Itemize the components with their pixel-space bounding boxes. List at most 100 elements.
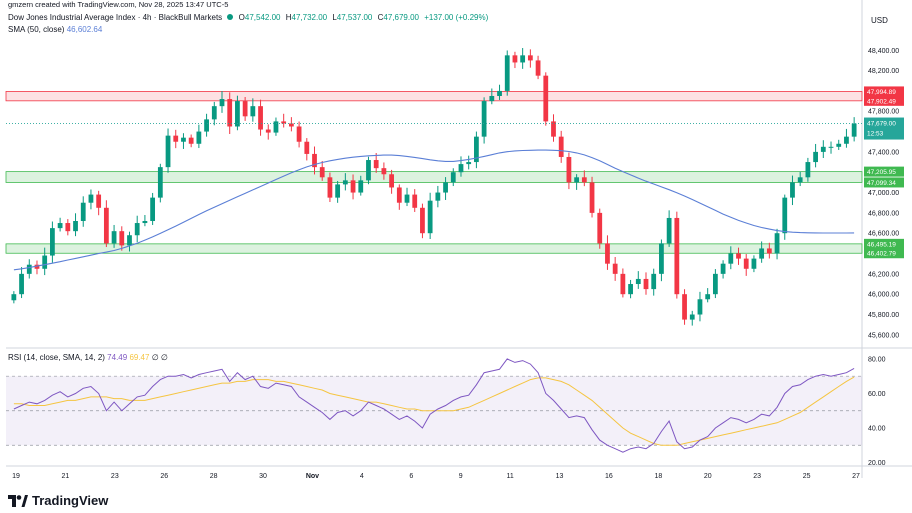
candle-body-79	[620, 273, 626, 295]
x-tick-label-7: 4	[360, 473, 364, 480]
zone-1	[5, 171, 863, 183]
candle-body-17	[142, 221, 148, 224]
candle-body-100	[782, 197, 788, 234]
zone-bottom-label-0: 47,902.49	[867, 98, 896, 105]
candle-body-64	[504, 55, 510, 91]
candle-body-4	[42, 255, 48, 269]
y-tick-label-13: 45,800.00	[868, 312, 899, 319]
candle-body-25	[204, 119, 209, 132]
x-tick-label-13: 18	[654, 473, 662, 480]
candle-body-15	[127, 235, 132, 246]
candle-body-106	[828, 146, 834, 148]
candle-body-50	[396, 187, 402, 203]
candle-body-37	[296, 126, 302, 142]
candle-body-94	[736, 253, 741, 259]
candle-body-38	[304, 141, 310, 154]
candle-body-74	[581, 177, 587, 183]
top-caption: gmzern created with TradingView.com, Nov…	[8, 0, 229, 9]
x-tick-label-0: 19	[12, 473, 20, 480]
close-label: C	[377, 13, 384, 22]
candle-body-35	[281, 121, 287, 124]
candle-body-109	[851, 123, 857, 137]
x-tick-label-8: 6	[409, 473, 413, 480]
candle-body-104	[813, 151, 818, 163]
x-tick-label-15: 23	[753, 473, 761, 480]
candle-body-46	[366, 160, 371, 181]
rsi-extra-2: ∅	[160, 353, 168, 362]
candle-body-21	[173, 135, 179, 142]
candle-body-90	[705, 294, 711, 300]
candle-body-85	[666, 217, 672, 244]
candle-body-102	[797, 177, 803, 183]
candle-body-52	[412, 194, 418, 208]
candle-body-14	[119, 231, 125, 246]
candle-body-72	[566, 156, 572, 183]
sma-line	[13, 149, 855, 271]
candle-body-44	[350, 180, 356, 193]
rsi-tick-label-0: 80.00	[868, 356, 886, 363]
candle-body-65	[512, 55, 518, 63]
candle-body-77	[605, 243, 610, 264]
x-tick-label-12: 16	[605, 473, 613, 480]
currency-label[interactable]: USD	[871, 16, 888, 25]
y-tick-label-1: 48,200.00	[868, 68, 899, 75]
candle-body-55	[435, 192, 441, 201]
candle-body-51	[404, 194, 410, 203]
tradingview-logo[interactable]: TradingView	[8, 493, 108, 508]
last-price-label: 47,679.00	[867, 121, 896, 128]
candle-body-66	[520, 55, 526, 63]
y-tick-label-9: 46,600.00	[868, 231, 899, 238]
x-tick-label-2: 23	[111, 473, 119, 480]
candle-body-42	[335, 184, 341, 198]
rsi-ma-line	[13, 376, 855, 446]
candle-body-68	[535, 60, 541, 76]
candle-body-63	[497, 90, 502, 96]
candle-body-88	[689, 314, 695, 320]
candle-body-70	[551, 121, 556, 137]
rsi-tick-label-3: 20.00	[868, 460, 886, 467]
candle-body-16	[134, 223, 140, 236]
candle-body-101	[790, 182, 795, 198]
instrument-legend[interactable]: Dow Jones Industrial Average Index · 4h …	[8, 13, 491, 22]
last-price-countdown: 12:53	[867, 131, 884, 138]
candle-body-91	[712, 273, 718, 295]
candle-body-76	[597, 212, 603, 244]
candle-body-19	[157, 167, 163, 198]
y-tick-label-7: 47,000.00	[868, 190, 899, 197]
x-tick-label-1: 21	[62, 473, 70, 480]
candle-body-67	[527, 55, 533, 61]
candle-body-29	[235, 101, 240, 127]
candle-body-83	[651, 273, 657, 290]
candle-body-86	[674, 217, 680, 295]
y-tick-label-12: 46,000.00	[868, 292, 899, 299]
candle-body-61	[481, 101, 487, 137]
rsi-tick-label-2: 40.00	[868, 426, 886, 433]
sma-value: 46,602.64	[66, 25, 103, 34]
instrument-title[interactable]: Dow Jones Industrial Average Index · 4h …	[8, 13, 223, 22]
zone-top-tag-1	[864, 166, 904, 177]
candle-body-47	[373, 160, 379, 169]
candle-body-87	[682, 294, 687, 320]
candle-body-92	[720, 263, 726, 274]
x-tick-label-14: 20	[704, 473, 712, 480]
candle-body-22	[181, 137, 186, 142]
sma-legend[interactable]: SMA (50, close) 46,602.64	[8, 25, 102, 34]
x-tick-label-17: 27	[852, 473, 860, 480]
candle-body-32	[258, 106, 263, 130]
high-value: 47,732.00	[291, 13, 328, 22]
x-tick-label-10: 11	[506, 473, 513, 480]
zone-top-label-2: 46,495.19	[867, 241, 896, 248]
candle-body-78	[612, 263, 618, 274]
candle-body-73	[574, 177, 580, 183]
candle-body-7	[65, 223, 71, 232]
candle-body-23	[188, 137, 194, 144]
y-tick-label-11: 46,200.00	[868, 271, 899, 278]
market-open-icon	[227, 14, 234, 20]
candle-body-56	[443, 182, 448, 193]
x-tick-label-6: Nov	[306, 473, 319, 480]
candle-body-82	[643, 278, 649, 290]
candle-body-48	[381, 168, 387, 175]
rsi-legend[interactable]: RSI (14, close, SMA, 14, 2) 74.49 69.47 …	[8, 353, 168, 362]
candle-body-6	[57, 223, 63, 229]
